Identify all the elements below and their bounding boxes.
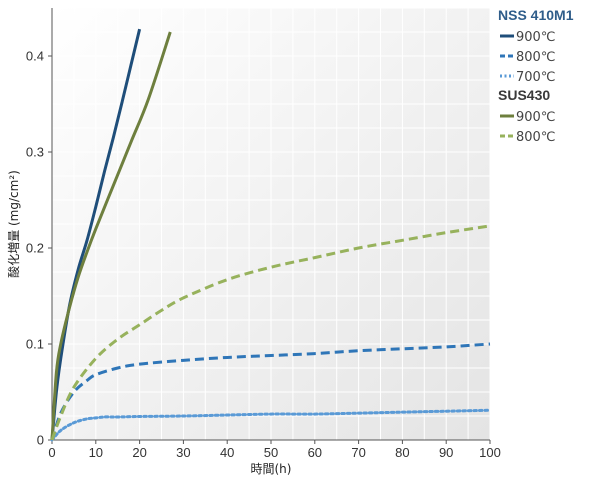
x-tick-label: 90	[439, 445, 453, 460]
x-tick-label: 10	[89, 445, 103, 460]
x-tick-label: 80	[395, 445, 409, 460]
x-tick-label: 0	[48, 445, 55, 460]
tick-labels: 0 10 20 30 40 50 60 70 80 90 100 0 0.1 0.2 0.3 0.4	[26, 49, 501, 461]
x-tick-label: 20	[132, 445, 146, 460]
legend-entry-label: 700℃	[516, 70, 555, 85]
series-line-sus430-800c	[50, 224, 491, 441]
y-tick-label: 0	[37, 433, 44, 448]
y-axis-label: 酸化増量 (mg/cm²)	[6, 170, 21, 278]
series-line-nss-410m1-900c	[50, 28, 142, 441]
legend-entry-label: 900℃	[516, 110, 555, 125]
x-tick-label: 70	[351, 445, 365, 460]
series-line-nss-410m1-800c	[50, 342, 491, 441]
series-lines	[50, 28, 492, 442]
legend: NSS 410M1 900℃ 800℃ 700℃ SUS430 900℃ 800℃	[498, 7, 574, 145]
x-tick-label: 30	[176, 445, 190, 460]
series-line-nss-410m1-700c	[50, 408, 492, 442]
x-tick-label: 100	[479, 445, 501, 460]
legend-group-title: SUS430	[498, 87, 550, 103]
legend-entry-label: 800℃	[516, 130, 555, 145]
series-line-sus430-900c	[50, 31, 172, 441]
y-tick-label: 0.4	[26, 49, 44, 64]
gridlines	[52, 7, 491, 440]
y-tick-label: 0.1	[26, 337, 44, 352]
axes	[48, 8, 491, 444]
y-tick-label: 0.3	[26, 145, 44, 160]
legend-entry-label: 900℃	[516, 30, 555, 45]
legend-entry-label: 800℃	[516, 50, 555, 65]
y-tick-label: 0.2	[26, 241, 44, 256]
x-tick-label: 50	[264, 445, 278, 460]
x-tick-label: 40	[220, 445, 234, 460]
x-tick-label: 60	[308, 445, 322, 460]
legend-group-title: NSS 410M1	[498, 7, 574, 23]
x-axis-label: 時間(h)	[251, 462, 292, 476]
